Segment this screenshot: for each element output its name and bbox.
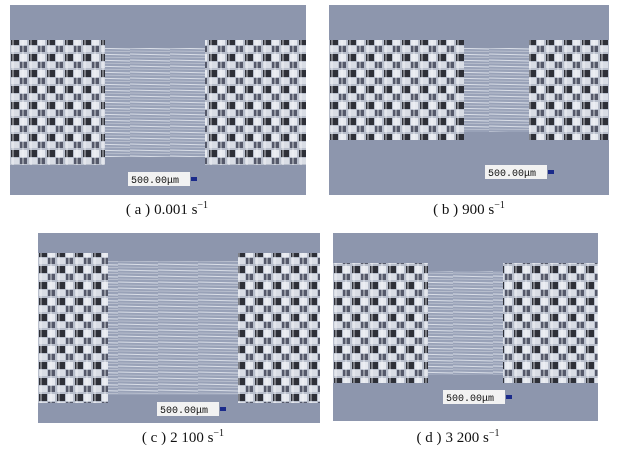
caption: ( b )900 s−1 [433, 200, 505, 218]
scale-bar [220, 407, 226, 411]
rate-exponent: −1 [213, 428, 224, 439]
micrograph: 500.00μm [333, 233, 598, 421]
scale-label: 500.00μm [131, 176, 179, 187]
fiber-bundle [428, 271, 503, 375]
fabric-right [238, 253, 320, 403]
fiber-bundle [108, 261, 238, 395]
fabric-left [329, 40, 464, 140]
caption: ( a )0.001 s−1 [126, 200, 208, 218]
strain-rate: 2 100 s [170, 430, 214, 446]
fabric-right [503, 263, 598, 383]
scale-bar [191, 177, 197, 181]
micrograph: 500.00μm [329, 5, 609, 195]
micrograph: 500.00μm [38, 233, 320, 423]
scale-bar [548, 170, 554, 174]
caption-label: ( c ) [142, 430, 166, 446]
caption: ( c )2 100 s−1 [142, 428, 224, 446]
fiber-bundle [105, 48, 205, 157]
fabric-right [205, 40, 306, 165]
fabric-left [10, 40, 105, 165]
fabric-left [333, 263, 428, 383]
scale-label: 500.00μm [160, 406, 208, 417]
strain-rate: 0.001 s [154, 202, 198, 218]
caption-label: ( a ) [126, 202, 150, 218]
scale-label: 500.00μm [446, 394, 494, 405]
caption-label: ( d ) [417, 430, 442, 446]
fabric-left [38, 253, 108, 403]
rate-exponent: −1 [494, 200, 505, 211]
micrograph: 500.00μm [10, 5, 306, 195]
fiber-bundle [464, 48, 529, 132]
strain-rate: 900 s [462, 202, 494, 218]
scale-label: 500.00μm [488, 169, 536, 180]
scale-bar [506, 395, 512, 399]
strain-rate: 3 200 s [446, 430, 490, 446]
figure: 500.00μm( a )0.001 s−1500.00μm( b )900 s… [0, 0, 617, 454]
caption-label: ( b ) [433, 202, 458, 218]
rate-exponent: −1 [197, 200, 208, 211]
fabric-right [529, 40, 609, 140]
caption: ( d )3 200 s−1 [417, 428, 500, 446]
rate-exponent: −1 [489, 428, 500, 439]
